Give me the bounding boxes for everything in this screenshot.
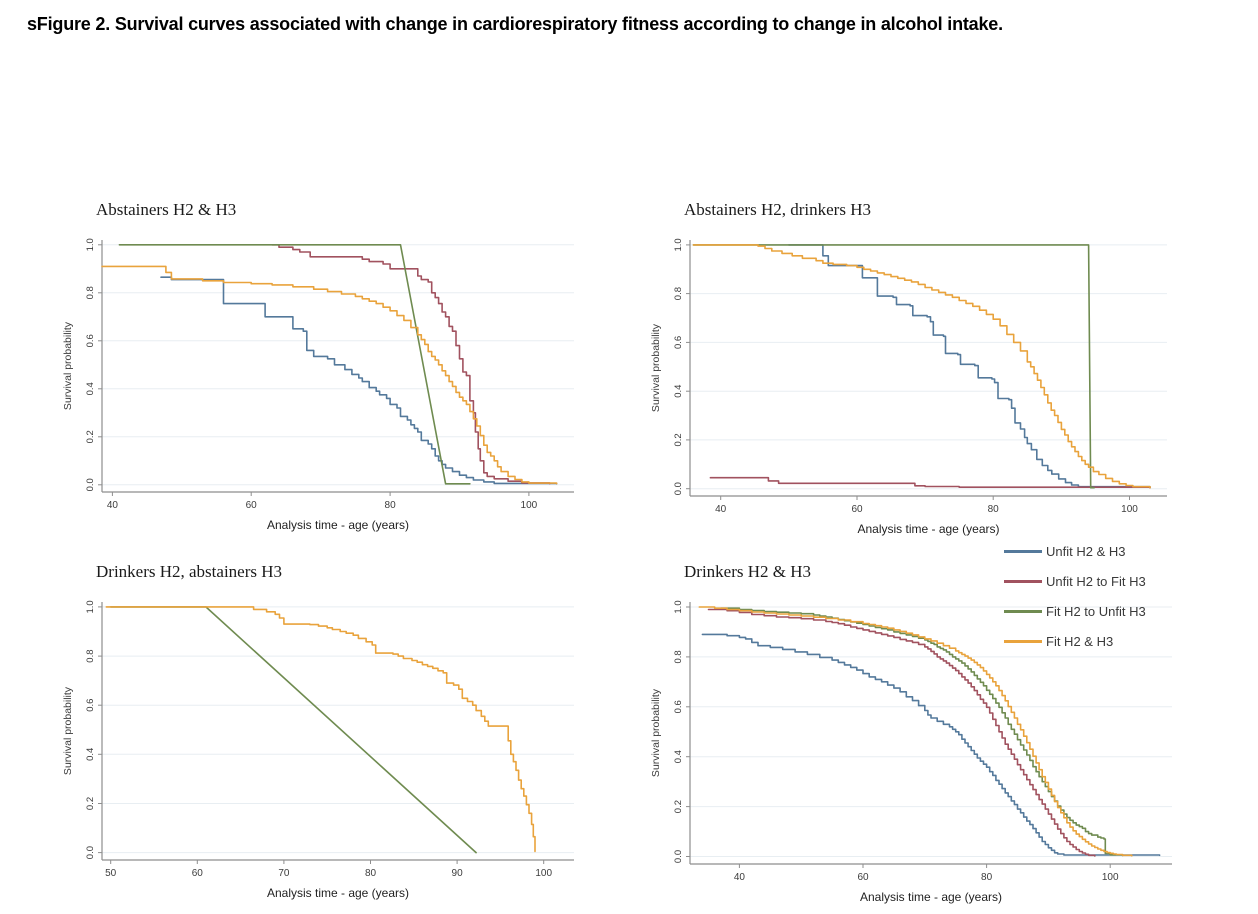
legend-item-fit-h2-h3: Fit H2 & H3 <box>1004 626 1146 656</box>
legend-item-unfit-h2-h3: Unfit H2 & H3 <box>1004 536 1146 566</box>
series-orange <box>692 244 1151 489</box>
legend-line-orange <box>1004 639 1042 643</box>
y-tick-label: 0.6 <box>85 699 96 712</box>
legend-label: Unfit H2 & H3 <box>1046 543 1126 559</box>
series-blue <box>160 276 558 485</box>
legend-line-blue <box>1004 549 1042 553</box>
x-axis-label: Analysis time - age (years) <box>857 522 999 536</box>
x-tick-label: 60 <box>851 504 863 515</box>
y-tick-label: 0.8 <box>673 650 684 663</box>
x-tick-label: 90 <box>452 868 464 879</box>
y-tick-label: 0.6 <box>673 336 684 349</box>
y-tick-label: 0.4 <box>673 750 684 763</box>
series-blue <box>701 633 1161 857</box>
x-axis-label: Analysis time - age (years) <box>860 890 1002 904</box>
legend-item-fit-h2-to-unfit-h3: Fit H2 to Unfit H3 <box>1004 596 1146 626</box>
figure-title: sFigure 2. Survival curves associated wi… <box>27 14 1003 34</box>
y-tick-label: 0.6 <box>85 334 96 347</box>
y-axis-label: Survival probability <box>62 686 74 775</box>
y-tick-label: 0.2 <box>673 433 684 446</box>
y-tick-label: 0.4 <box>85 748 96 761</box>
legend-label: Fit H2 to Unfit H3 <box>1046 603 1146 619</box>
y-tick-label: 0.0 <box>85 846 96 859</box>
legend-line-green <box>1004 609 1042 613</box>
panel-title: Drinkers H2, abstainers H3 <box>96 562 283 581</box>
series-green <box>692 244 1095 489</box>
panel-title: Abstainers H2 & H3 <box>96 200 237 219</box>
x-tick-label: 50 <box>105 868 117 879</box>
legend-item-unfit-h2-to-fit-h3: Unfit H2 to Fit H3 <box>1004 566 1146 596</box>
y-tick-label: 1.0 <box>85 238 96 251</box>
panel-drinkers-h2-h3: Drinkers H2 & H3 0.0 0.2 0.4 0.6 0.8 1.0 40 60 8… <box>648 562 1186 910</box>
x-axis-label: Analysis time - age (years) <box>267 886 409 900</box>
y-tick-label: 1.0 <box>673 238 684 251</box>
x-tick-label: 70 <box>278 868 290 879</box>
series-red <box>707 608 1096 857</box>
series-green <box>720 607 1124 857</box>
panel-title: Abstainers H2, drinkers H3 <box>684 200 871 219</box>
x-tick-label: 100 <box>521 500 538 511</box>
x-tick-label: 60 <box>246 500 258 511</box>
y-axis-label: Survival probability <box>650 688 662 777</box>
x-tick-label: 40 <box>715 504 727 515</box>
y-tick-label: 0.0 <box>85 478 96 491</box>
y-tick-label: 0.0 <box>673 850 684 863</box>
x-axis-label: Analysis time - age (years) <box>267 518 409 532</box>
x-tick-label: 40 <box>734 872 746 883</box>
panel-title: Drinkers H2 & H3 <box>684 562 812 581</box>
x-tick-label: 80 <box>365 868 377 879</box>
y-axis-label: Survival probability <box>62 321 74 410</box>
y-tick-label: 0.2 <box>673 800 684 813</box>
panel-abstainers-h2-drinkers-h3: Abstainers H2, drinkers H3 0.0 0.2 0.4 0.6 0… <box>648 200 1181 542</box>
y-tick-label: 0.4 <box>673 385 684 398</box>
x-tick-label: 100 <box>1121 504 1138 515</box>
x-tick-label: 80 <box>981 872 993 883</box>
series-blue <box>788 244 1151 489</box>
y-tick-label: 0.2 <box>85 430 96 443</box>
survival-plot-drinkers-h2-h3: 0.0 0.2 0.4 0.6 0.8 1.0 40 60 80 100 Analysis time… <box>650 600 1172 904</box>
survival-plot-abstainers-h2-h3: 0.0 0.2 0.4 0.6 0.8 1.0 40 60 80 100 Analysis time… <box>62 238 574 532</box>
x-tick-label: 80 <box>988 504 1000 515</box>
legend: Unfit H2 & H3 Unfit H2 to Fit H3 Fit H2 … <box>1004 536 1146 656</box>
series-orange <box>698 606 1133 857</box>
panel-abstainers-h2-h3: Abstainers H2 & H3 0.0 0.2 0.4 0.6 0.8 1.0 40 6… <box>60 200 588 538</box>
legend-label: Unfit H2 to Fit H3 <box>1046 573 1146 589</box>
x-tick-label: 40 <box>107 500 119 511</box>
series-red <box>709 476 1151 489</box>
legend-line-red <box>1004 579 1042 583</box>
x-tick-label: 80 <box>385 500 397 511</box>
y-tick-label: 0.8 <box>673 287 684 300</box>
y-tick-label: 0.2 <box>85 797 96 810</box>
y-tick-label: 0.0 <box>673 482 684 495</box>
y-tick-label: 0.6 <box>673 700 684 713</box>
legend-label: Fit H2 & H3 <box>1046 633 1114 649</box>
y-tick-label: 1.0 <box>85 600 96 613</box>
y-tick-label: 0.4 <box>85 382 96 395</box>
series-green <box>118 244 471 485</box>
series-red <box>271 244 551 485</box>
y-axis-label: Survival probability <box>650 323 662 412</box>
y-tick-label: 0.8 <box>85 286 96 299</box>
survival-plot-drinkers-h2-abstainers-h3: 0.0 0.2 0.4 0.6 0.8 1.0 50 60 70 80 90 100 Analysis … <box>62 600 574 900</box>
x-tick-label: 60 <box>857 872 869 883</box>
y-tick-label: 0.8 <box>85 649 96 662</box>
panel-drinkers-h2-abstainers-h3: Drinkers H2, abstainers H3 0.0 0.2 0.4 0.6 0… <box>60 562 588 906</box>
x-tick-label: 100 <box>1102 872 1119 883</box>
y-tick-label: 1.0 <box>673 600 684 613</box>
series-orange <box>101 265 558 485</box>
x-tick-label: 60 <box>192 868 204 879</box>
survival-plot-abstainers-h2-drinkers-h3: 0.0 0.2 0.4 0.6 0.8 1.0 40 60 80 100 Analysis time… <box>650 238 1167 536</box>
x-tick-label: 100 <box>535 868 552 879</box>
series-orange <box>105 606 536 853</box>
series-green <box>109 606 477 854</box>
